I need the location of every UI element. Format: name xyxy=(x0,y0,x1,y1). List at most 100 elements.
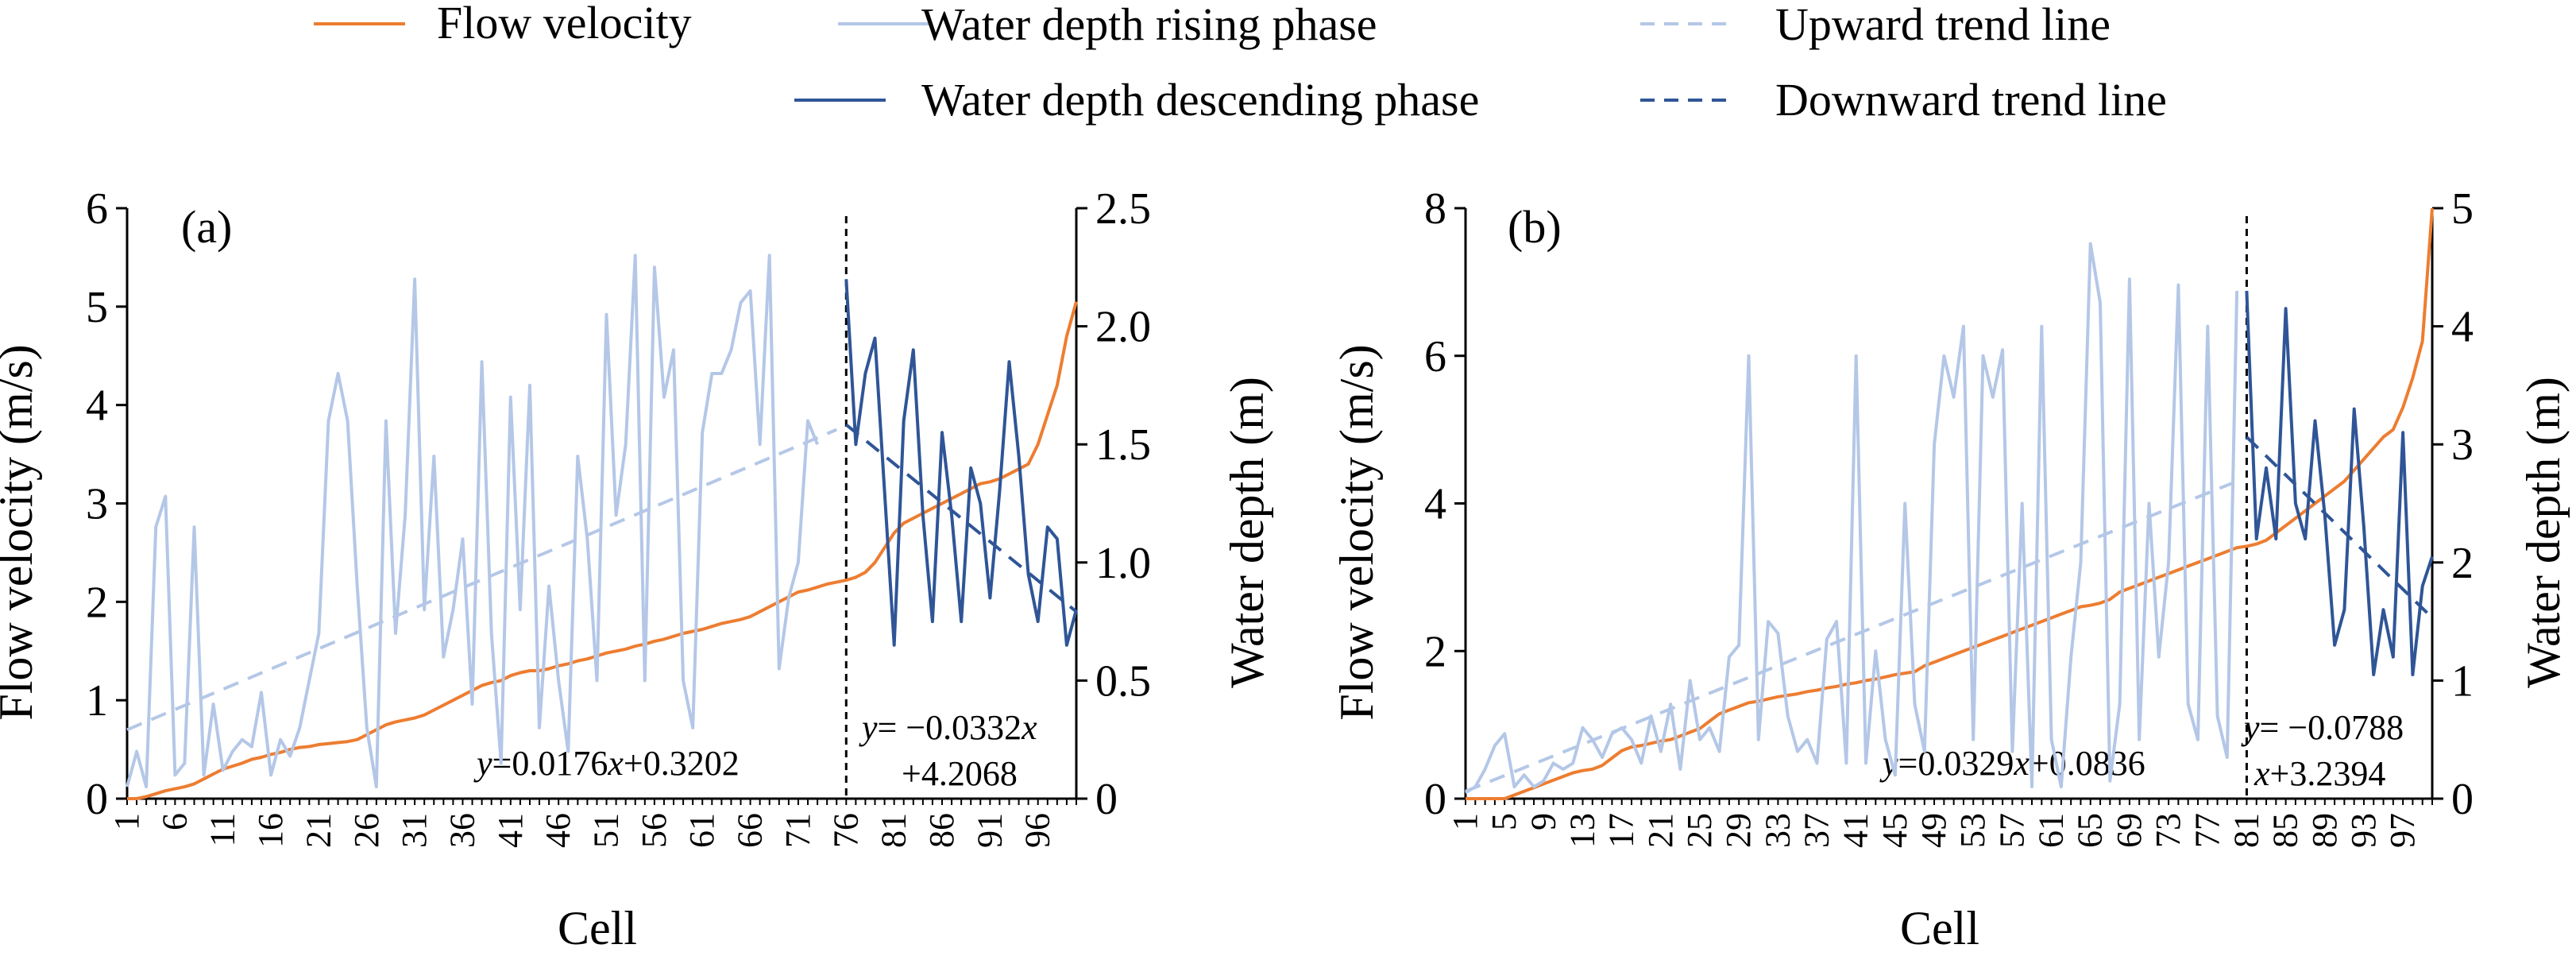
legend-label-downward-trend: Downward trend line xyxy=(1775,74,2167,126)
legend-item-downward-trend: Downward trend line xyxy=(1640,74,2167,126)
panel-b-x-tick-label: 5 xyxy=(1485,813,1524,830)
panel-b-x-tick-label: 1 xyxy=(1446,813,1485,830)
panel-b-x-tick-label: 53 xyxy=(1953,813,1992,848)
panel-b-left-tick-label: 2 xyxy=(1424,627,1446,676)
panel-a-left-axis-title: Flow velocity (m/s) xyxy=(0,344,42,720)
panel-b-x-tick-label: 49 xyxy=(1914,813,1953,848)
panel-a-downward-equation-line2: +4.2068 xyxy=(902,754,1018,793)
panel-b-x-tick-label: 33 xyxy=(1758,813,1797,848)
panel-a-x-tick-label: 11 xyxy=(203,813,242,846)
panel-a-left-tick-label: 2 xyxy=(86,578,108,627)
panel-b-x-tick-label: 61 xyxy=(2032,813,2071,848)
panel-b-label: (b) xyxy=(1508,201,1562,253)
panel-b-x-tick-label: 65 xyxy=(2071,813,2110,848)
panel-a-x-tick-label: 1 xyxy=(107,813,146,830)
panel-a-x-tick-label: 26 xyxy=(347,813,386,848)
panel-a-left-tick-label: 0 xyxy=(86,775,108,824)
panel-a-series-water-depth-descending-phase xyxy=(844,279,1078,647)
panel-b-right-tick-label: 4 xyxy=(2451,303,2474,352)
legend-item-flow-velocity: Flow velocity xyxy=(314,0,692,48)
legend-item-water-depth-rising: Water depth rising phase xyxy=(838,0,1377,50)
panel-b-right-tick-label: 2 xyxy=(2451,539,2474,588)
panel-b-series-water-depth-descending-phase xyxy=(2245,290,2434,676)
panel-b-downward-equation-line1: y= −0.0788 xyxy=(2241,708,2404,747)
panel-a-x-tick-label: 81 xyxy=(875,813,913,848)
panel-b-right-tick-label: 3 xyxy=(2451,420,2474,470)
panel-a: Flow velocity (m/s) Water depth (m) Cell… xyxy=(0,184,1273,954)
legend-label-upward-trend: Upward trend line xyxy=(1775,0,2111,50)
panel-b-x-tick-label: 13 xyxy=(1563,813,1602,848)
panel-b-x-tick-label: 41 xyxy=(1836,813,1875,848)
panel-b-left-tick-label: 4 xyxy=(1424,480,1446,529)
panel-b-series-upward-trend-line xyxy=(1465,479,2238,793)
panel-a-left-tick-label: 5 xyxy=(86,283,108,332)
panel-a-right-tick-label: 2.0 xyxy=(1095,303,1151,352)
panel-a-x-tick-label: 71 xyxy=(778,813,817,848)
panel-a-label: (a) xyxy=(181,201,232,253)
panel-b-left-tick-label: 0 xyxy=(1424,775,1446,824)
panel-b-right-tick-label: 0 xyxy=(2451,775,2474,824)
panel-b-x-tick-label: 29 xyxy=(1719,813,1758,848)
panel-a-series-downward-trend-line xyxy=(845,423,1078,613)
panel-a-upward-equation: y=0.0176x+0.3202 xyxy=(473,744,740,783)
panel-b-x-tick-label: 57 xyxy=(1992,813,2031,848)
panel-b-x-tick-label: 25 xyxy=(1680,813,1719,848)
panel-b-right-axis-title: Water depth (m) xyxy=(2517,377,2570,688)
legend-item-water-depth-descending: Water depth descending phase xyxy=(794,74,1479,126)
panel-b-x-tick-label: 21 xyxy=(1641,813,1680,848)
panel-a-left-tick-label: 3 xyxy=(86,480,108,529)
panel-b-x-tick-label: 77 xyxy=(2188,813,2226,848)
panel-b-left-tick-label: 8 xyxy=(1424,184,1446,234)
panel-a-right-tick-label: 1.5 xyxy=(1095,420,1151,470)
panel-a-right-tick-label: 0 xyxy=(1095,775,1118,824)
panel-a-x-tick-label: 31 xyxy=(395,813,434,848)
panel-b-x-tick-label: 97 xyxy=(2383,813,2422,848)
panel-a-x-tick-label: 36 xyxy=(442,813,481,848)
panel-b-x-tick-label: 93 xyxy=(2344,813,2383,848)
legend-label-flow-velocity: Flow velocity xyxy=(437,0,692,48)
panel-b-series-flow-velocity xyxy=(1466,207,2434,800)
panel-a-x-tick-label: 56 xyxy=(635,813,674,848)
panel-a-left-tick-label: 1 xyxy=(86,676,108,726)
panel-a-left-tick-label: 4 xyxy=(86,381,108,431)
panel-a-left-tick-label: 6 xyxy=(86,184,108,234)
panel-a-x-axis-title: Cell xyxy=(558,902,637,952)
legend-label-water-depth-rising: Water depth rising phase xyxy=(921,0,1377,50)
panel-a-x-tick-label: 6 xyxy=(155,813,194,830)
panel-a-right-tick-label: 1.0 xyxy=(1095,539,1151,588)
panel-b-x-tick-label: 69 xyxy=(2110,813,2149,848)
panel-b-x-tick-label: 85 xyxy=(2266,813,2305,848)
panel-b-x-axis-title: Cell xyxy=(1900,902,1979,952)
panel-a-x-tick-label: 46 xyxy=(539,813,577,848)
panel-b-right-tick-label: 1 xyxy=(2451,656,2474,706)
panel-a-right-axis-title: Water depth (m) xyxy=(1221,377,1273,688)
panel-b-x-tick-label: 73 xyxy=(2149,813,2188,848)
panel-b-left-axis-title: Flow velocity (m/s) xyxy=(1330,344,1383,720)
panel-b-series-downward-trend-line xyxy=(2246,435,2434,619)
panel-b-x-tick-label: 89 xyxy=(2305,813,2344,848)
panel-a-x-tick-label: 86 xyxy=(922,813,961,848)
panel-b-upward-equation: y=0.0329x+0.0836 xyxy=(1879,744,2145,783)
panel-a-x-tick-label: 51 xyxy=(587,813,626,848)
legend-label-water-depth-descending: Water depth descending phase xyxy=(921,74,1479,126)
panel-b-downward-equation-line2: x+3.2394 xyxy=(2254,754,2385,793)
panel-a-x-tick-label: 16 xyxy=(251,813,290,848)
panel-b-right-tick-label: 5 xyxy=(2451,184,2474,234)
legend-item-upward-trend: Upward trend line xyxy=(1640,0,2111,50)
panel-a-right-tick-label: 0.5 xyxy=(1095,656,1151,706)
panel-a-right-tick-label: 2.5 xyxy=(1095,184,1151,234)
panel-a-x-tick-label: 41 xyxy=(491,813,530,848)
panel-b-x-tick-label: 17 xyxy=(1602,813,1641,848)
panel-b-x-tick-label: 9 xyxy=(1524,813,1562,830)
panel-a-x-tick-label: 61 xyxy=(682,813,721,848)
panel-b-x-tick-label: 37 xyxy=(1798,813,1836,848)
panel-b-series-water-depth-rising-phase xyxy=(1464,242,2239,795)
panel-b-x-tick-label: 81 xyxy=(2226,813,2265,848)
panel-b-left-tick-label: 6 xyxy=(1424,332,1446,381)
panel-a-downward-equation-line1: y= −0.0332x xyxy=(859,708,1037,747)
legend: Flow velocity Water depth rising phase W… xyxy=(314,0,2167,126)
panel-a-series-water-depth-rising-phase xyxy=(126,254,819,789)
panel-a-x-tick-label: 21 xyxy=(299,813,338,848)
